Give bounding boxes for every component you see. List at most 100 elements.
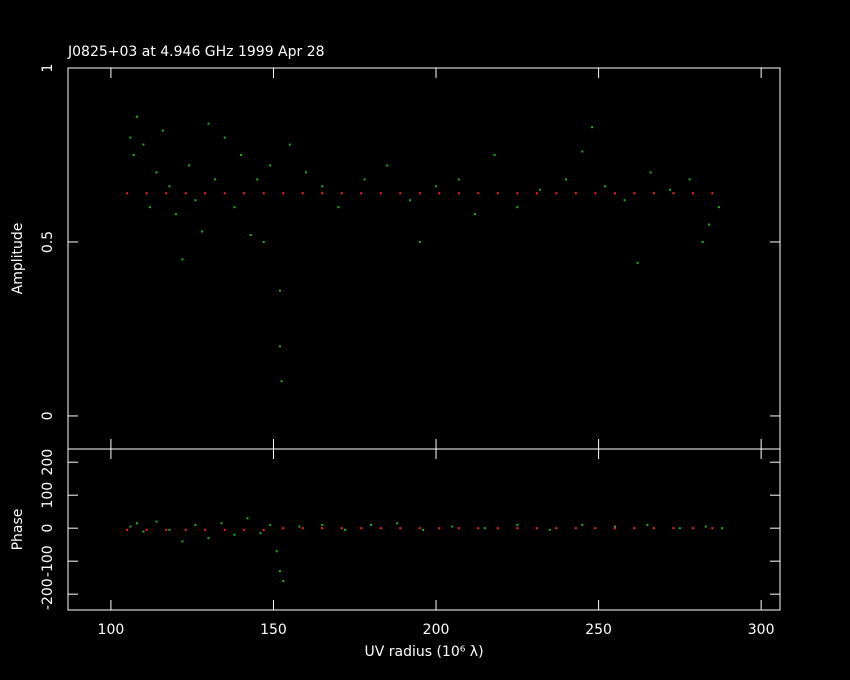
data-point [126,528,129,531]
chart-title: J0825+03 at 4.946 GHz 1999 Apr 28 [67,44,325,60]
x-tick-label: 300 [748,622,775,638]
data-point [711,527,714,530]
data-point [711,192,714,195]
data-point [213,178,216,181]
data-point [135,115,138,118]
data-point [555,192,558,195]
data-point [496,192,499,195]
data-point [418,527,421,530]
data-point [477,527,480,530]
data-point [516,206,519,209]
data-point [204,528,207,531]
data-point [321,523,324,526]
data-point [493,153,496,156]
data-point [457,192,460,195]
data-point [633,192,636,195]
y-tick-label: -100 [40,545,56,577]
data-point [269,523,272,526]
data-point [363,178,366,181]
data-point [581,523,584,526]
data-point [451,525,454,528]
data-point [321,192,324,195]
data-point [145,528,148,531]
data-point [516,527,519,530]
data-point [142,530,145,533]
data-point [409,199,412,202]
data-point [581,150,584,153]
data-point [223,136,226,139]
data-point [207,537,210,540]
data-point [135,522,138,525]
data-point [262,240,265,243]
data-point [672,192,675,195]
data-point [337,206,340,209]
data-point [181,540,184,543]
y-tick-label: 1 [40,64,56,73]
data-point [594,192,597,195]
data-point [187,164,190,167]
data-point [223,192,226,195]
data-point [288,143,291,146]
y-tick-label: 0 [40,411,56,420]
data-point [652,192,655,195]
data-point [181,258,184,261]
data-point [717,206,720,209]
data-point [613,525,616,528]
data-point [535,192,538,195]
x-tick-label: 100 [98,622,125,638]
y-tick-label: 0.5 [40,231,56,253]
data-point [360,527,363,530]
data-point [204,192,207,195]
data-point [399,527,402,530]
data-point [233,533,236,536]
data-point [688,178,691,181]
data-point [422,528,425,531]
data-point [623,199,626,202]
y-tick-label: 200 [40,449,56,476]
data-point [148,206,151,209]
y-axis-label: Phase [10,509,26,551]
data-point [301,527,304,530]
data-point [161,129,164,132]
data-point [691,527,694,530]
y-tick-label: 0 [40,524,56,533]
data-point [200,230,203,233]
y-axis-label: Amplitude [10,223,26,295]
data-point [275,550,278,553]
data-point [672,527,675,530]
data-point [438,192,441,195]
data-point [282,579,285,582]
data-point [174,213,177,216]
data-point [396,522,399,525]
data-point [280,380,283,383]
data-point [282,527,285,530]
data-point [220,522,223,525]
data-point [613,192,616,195]
data-point [516,192,519,195]
data-point [165,192,168,195]
data-point [249,234,252,237]
y-tick-label: -200 [40,578,56,610]
data-point [591,126,594,129]
data-point [278,289,281,292]
data-point [243,528,246,531]
data-point [516,523,519,526]
data-point [652,527,655,530]
data-point [269,164,272,167]
data-point [184,192,187,195]
data-point [259,532,262,535]
data-point [278,570,281,573]
data-point [239,153,242,156]
data-point [669,188,672,191]
data-point [207,122,210,125]
data-point [262,528,265,531]
data-point [649,171,652,174]
data-point [701,240,704,243]
data-point [574,527,577,530]
data-point [301,192,304,195]
data-point [457,178,460,181]
data-point [145,192,148,195]
data-point [246,517,249,520]
data-point [321,185,324,188]
